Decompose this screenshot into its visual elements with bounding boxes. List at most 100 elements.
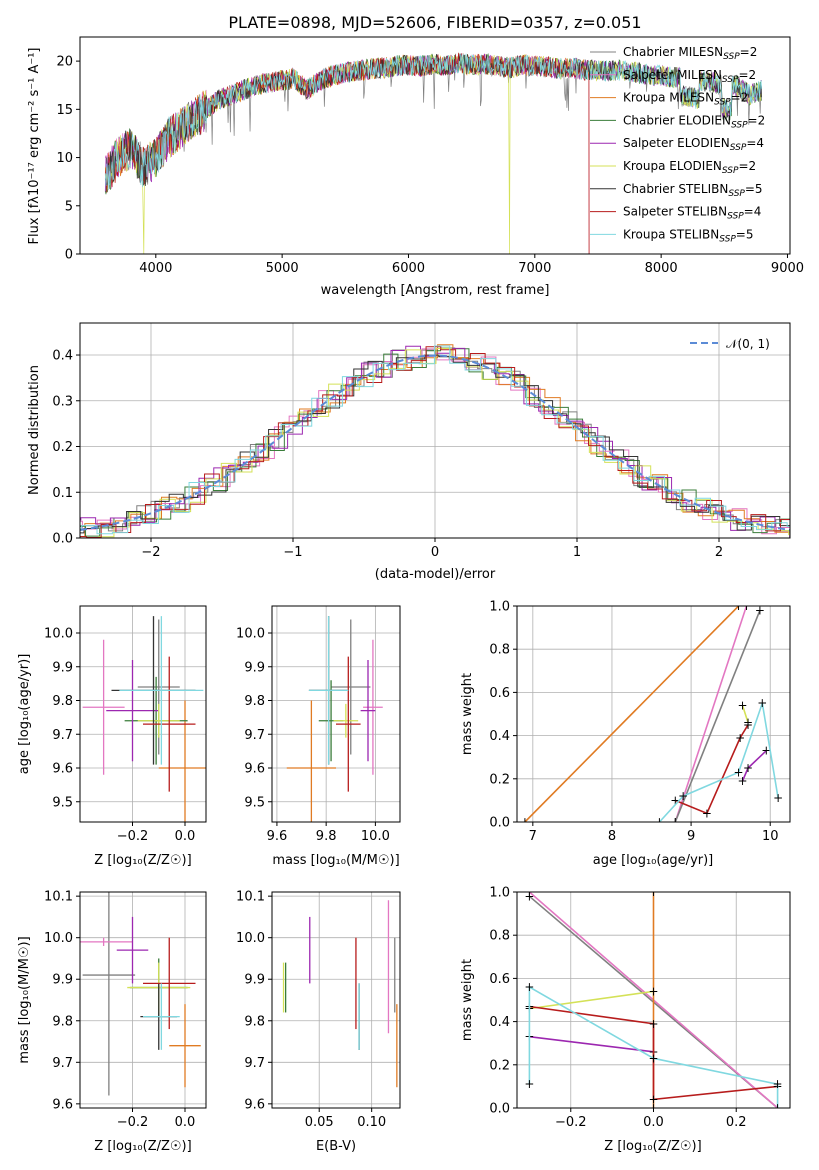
age-weight-marker: + xyxy=(773,791,783,805)
age-weight-line-6 xyxy=(658,702,779,822)
age-weight-ytick-label: 0.4 xyxy=(489,729,510,744)
spectrum-ytick-label: 5 xyxy=(65,199,73,214)
age-weight-marker: + xyxy=(735,731,745,745)
z-age-ytick-label: 9.9 xyxy=(52,660,73,675)
spectrum-ytick-label: 10 xyxy=(56,151,73,166)
legend-model: Kroupa ELODIE xyxy=(623,159,713,173)
legend-sub: SSP xyxy=(722,75,739,85)
spectrum-line-6 xyxy=(104,54,763,186)
legend-model: Chabrier ELODIE xyxy=(623,113,722,127)
legend-label: Salpeter MILESNSSP=2 xyxy=(623,68,756,85)
ebv-mass-xtick-label: 0.05 xyxy=(305,1115,334,1130)
age-weight-x-label: age [log₁₀(age/yr)] xyxy=(593,853,714,868)
age-weight-line-5 xyxy=(674,724,749,815)
age-weight-ytick-label: 0.6 xyxy=(489,686,510,701)
legend-label: Salpeter STELIBNSSP=4 xyxy=(623,205,761,222)
histogram-xtick-label: −1 xyxy=(283,545,302,560)
errorbar-0 xyxy=(331,619,371,755)
histogram-xtick-label: 1 xyxy=(573,545,581,560)
z-age-grid xyxy=(80,606,206,822)
errorbar-1 xyxy=(363,639,383,775)
z-mass-xtick-label: 0.0 xyxy=(175,1115,196,1130)
z-mass-ytick-label: 9.8 xyxy=(52,1014,73,1029)
legend-label: Kroupa STELIBNSSP=5 xyxy=(623,227,754,244)
spectrum-line-8 xyxy=(104,53,763,191)
mass-age-plot-area xyxy=(286,616,383,822)
legend-n: N xyxy=(714,45,723,59)
legend-label: Kroupa MILESNSSP=2 xyxy=(623,91,748,108)
age-weight-marker: + xyxy=(520,815,530,829)
z-weight-xtick-label: 0.0 xyxy=(643,1115,664,1130)
legend-nvalue: =2 xyxy=(740,45,758,59)
z-age-ytick-label: 9.7 xyxy=(52,728,73,743)
histogram-step-3 xyxy=(80,347,790,537)
errorbar-4 xyxy=(116,916,149,984)
legend-label: Salpeter ELODIENSSP=4 xyxy=(623,136,764,153)
mass-age-x-label: mass [log₁₀(M/M☉)] xyxy=(272,853,399,868)
legend-label: Chabrier MILESNSSP=2 xyxy=(623,45,757,62)
z-age-ytick-label: 9.5 xyxy=(52,795,73,810)
z-mass-xtick-label: −0.2 xyxy=(117,1115,149,1130)
errorbar-7 xyxy=(143,937,196,1030)
ebv-mass-ytick-label: 10.1 xyxy=(236,890,265,905)
z-mass-axes: −0.2 0.0 9.6 9.7 9.8 9.9 10.0 10.1 xyxy=(44,890,207,1130)
mass-age-xtick-label: 9.6 xyxy=(267,829,288,844)
errorbar-5 xyxy=(137,703,180,738)
z-weight-y-label: mass weight xyxy=(460,959,475,1041)
age-weight-frame xyxy=(516,605,791,823)
age-weight-marker: + xyxy=(670,815,680,829)
z-age-y-label: age [log₁₀(age/yr)] xyxy=(17,654,32,775)
age-weight-plot-area: ++++++++++++++++++++ xyxy=(520,606,783,829)
legend-n: N xyxy=(710,227,719,241)
spectrum-ytick-label: 0 xyxy=(65,248,73,263)
age-weight-ytick-label: 0.2 xyxy=(489,772,510,787)
errorbar-8 xyxy=(308,616,349,765)
z-weight-marker: + xyxy=(648,1017,658,1031)
histogram-step-7 xyxy=(80,346,790,538)
histogram-ytick-label: 0.1 xyxy=(52,486,73,501)
z-mass-panel: −0.2 0.0 9.6 9.7 9.8 9.9 10.0 10.1 xyxy=(44,890,207,1130)
legend-model: Chabrier MILES xyxy=(623,45,714,59)
errorbar-5 xyxy=(333,703,359,738)
legend-label: Chabrier ELODIENSSP=2 xyxy=(623,113,765,130)
legend-nvalue: =4 xyxy=(744,205,762,219)
legend-n: N xyxy=(719,182,728,196)
z-weight-xtick-label: 0.2 xyxy=(726,1115,747,1130)
legend-n: N xyxy=(722,113,731,127)
z-age-axes: −0.2 0.0 9.5 9.6 9.7 9.8 9.9 10.0 xyxy=(44,605,207,844)
ebv-mass-grid xyxy=(272,892,400,1108)
age-weight-line-4 xyxy=(741,705,749,723)
legend-sub: SSP xyxy=(719,234,736,244)
z-weight-ytick-label: 0.0 xyxy=(489,1102,510,1117)
z-weight-marker: + xyxy=(773,1077,783,1091)
z-weight-marker: + xyxy=(648,984,658,998)
ebv-mass-ytick-label: 9.7 xyxy=(244,1056,265,1071)
legend-n: N xyxy=(713,68,722,82)
age-weight-marker: + xyxy=(761,744,771,758)
legend-nvalue: =5 xyxy=(745,182,763,196)
z-mass-ytick-label: 10.1 xyxy=(44,890,73,905)
ebv-mass-xtick-label: 0.10 xyxy=(357,1115,386,1130)
age-weight-ytick-label: 0.0 xyxy=(489,816,510,831)
spectrum-xtick-label: 6000 xyxy=(392,261,425,276)
age-weight-xtick-label: 10 xyxy=(762,829,779,844)
legend-model: Kroupa STELIB xyxy=(623,227,710,241)
mass-age-frame xyxy=(271,605,401,823)
age-weight-marker: + xyxy=(734,765,744,779)
age-weight-marker: + xyxy=(670,793,680,807)
histogram-xtick-label: −2 xyxy=(141,545,160,560)
z-mass-ytick-label: 9.9 xyxy=(52,973,73,988)
age-weight-marker: + xyxy=(702,806,712,820)
z-age-xtick-label: 0.0 xyxy=(175,829,196,844)
z-weight-marker: + xyxy=(524,1077,534,1091)
histogram-xtick-label: 0 xyxy=(431,545,439,560)
age-weight-xtick-label: 9 xyxy=(687,829,695,844)
age-weight-axes: 7 8 9 10 0.0 0.2 0.4 0.6 0.8 1.0 xyxy=(489,600,791,844)
z-mass-plot-area xyxy=(80,892,201,1096)
z-weight-ytick-label: 0.4 xyxy=(489,1015,510,1030)
mass-age-panel: 9.6 9.8 10.0 9.5 9.6 9.7 9.8 9.9 10.0 xyxy=(236,605,401,844)
z-mass-grid xyxy=(80,892,206,1108)
age-weight-y-label: mass weight xyxy=(460,673,475,755)
